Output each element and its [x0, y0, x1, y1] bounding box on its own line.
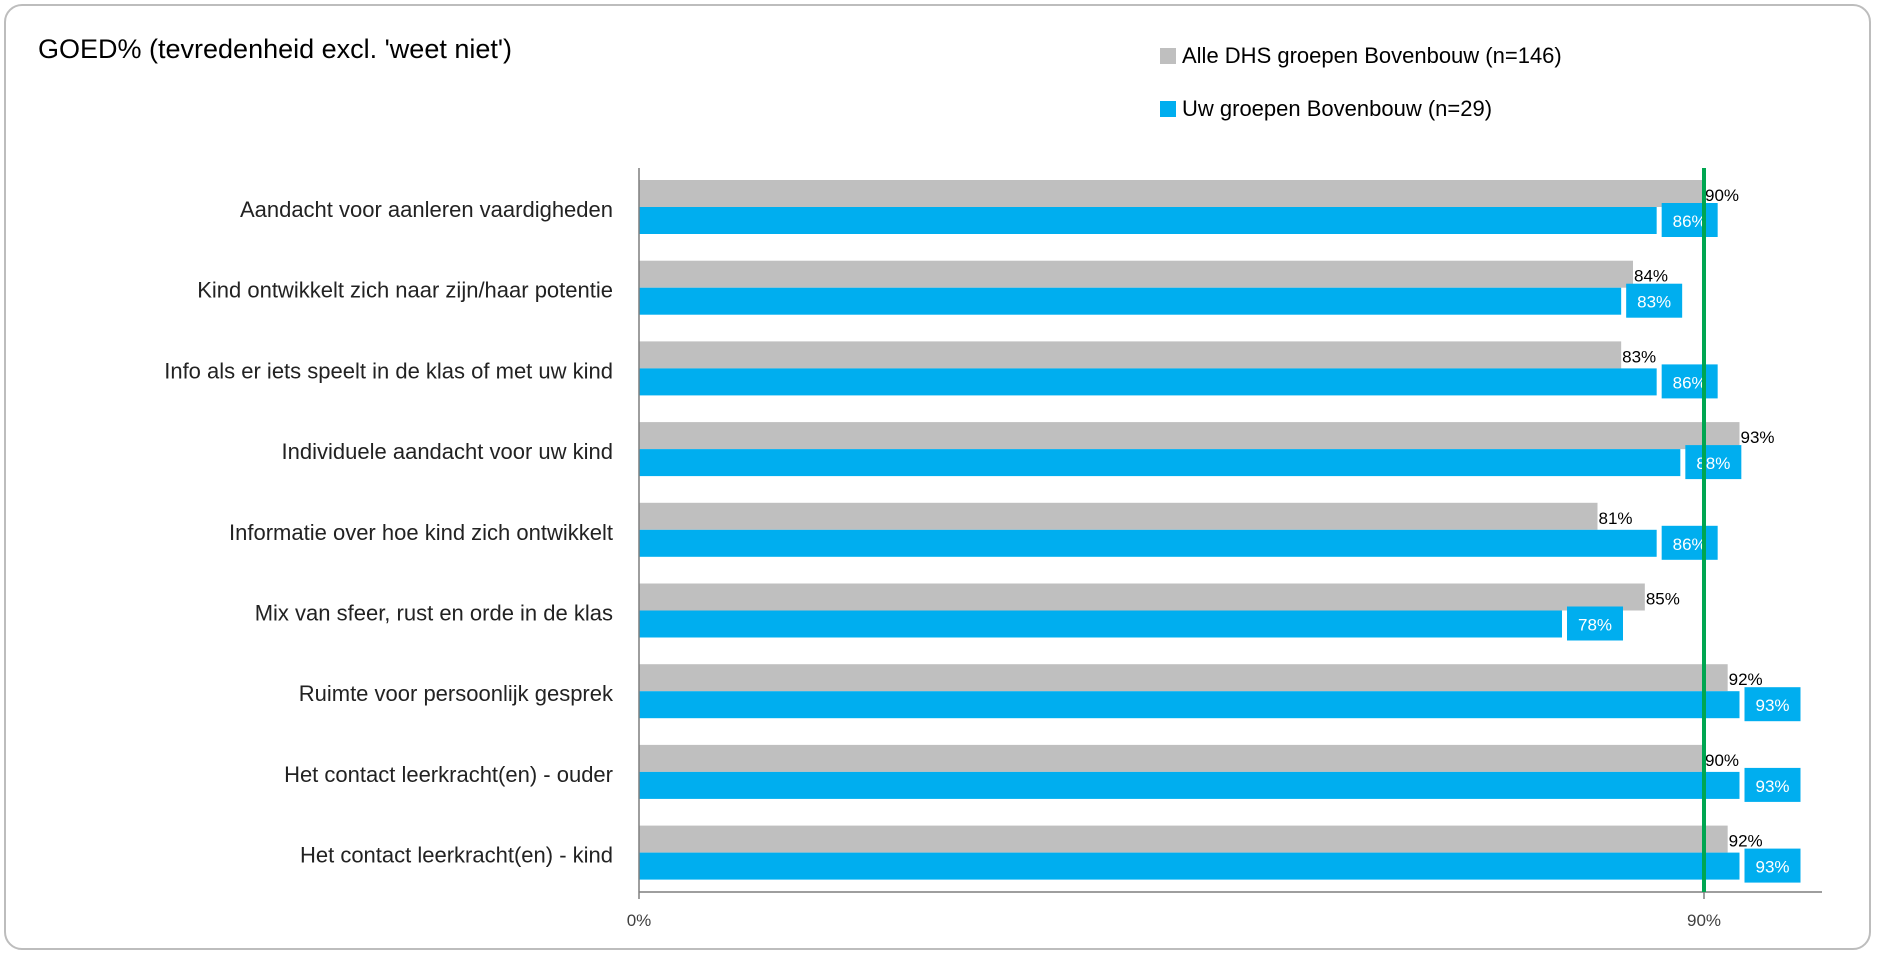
category-label-0: Aandacht voor aanleren vaardigheden: [240, 197, 613, 222]
bar-uw-groepen-5: [639, 610, 1562, 638]
bar-alle-dhs-4: [639, 502, 1598, 530]
value-label-uw-groepen-2: 86%: [1673, 373, 1707, 392]
value-label-alle-dhs-7: 90%: [1705, 751, 1739, 770]
value-label-uw-groepen-1: 83%: [1637, 293, 1671, 312]
value-label-box-uw-groepen-3: [1685, 445, 1742, 480]
legend-swatch-1: [1160, 101, 1176, 117]
bar-uw-groepen-1: [639, 287, 1622, 315]
legend: Alle DHS groepen Bovenbouw (n=146) Uw gro…: [1160, 43, 1562, 121]
bar-alle-dhs-7: [639, 744, 1704, 772]
bar-alle-dhs-3: [639, 422, 1740, 450]
value-label-uw-groepen-6: 93%: [1755, 696, 1789, 715]
value-label-uw-groepen-4: 86%: [1673, 535, 1707, 554]
category-label-7: Het contact leerkracht(en) - ouder: [284, 762, 613, 787]
category-label-1: Kind ontwikkelt zich naar zijn/haar pote…: [197, 278, 613, 303]
value-label-alle-dhs-6: 92%: [1729, 670, 1763, 689]
value-label-uw-groepen-0: 86%: [1673, 212, 1707, 231]
bar-alle-dhs-5: [639, 583, 1645, 611]
value-label-box-uw-groepen-6: [1744, 687, 1801, 722]
bar-uw-groepen-0: [639, 207, 1657, 234]
axes: 0% 90%: [627, 168, 1822, 930]
bar-alle-dhs-8: [639, 825, 1728, 853]
value-label-alle-dhs-1: 84%: [1634, 267, 1668, 286]
bar-uw-groepen-4: [639, 529, 1657, 557]
value-label-alle-dhs-5: 85%: [1646, 590, 1680, 609]
bars: 90% 86% 84% 83% 83% 86% 93% 88% 81% 86% 85% 78% 92% 9…: [639, 180, 1801, 883]
category-label-6: Ruimte voor persoonlijk gesprek: [299, 681, 614, 706]
bar-alle-dhs-2: [639, 341, 1622, 369]
chart-title: GOED% (tevredenheid excl. 'weet niet'): [38, 34, 512, 64]
value-label-uw-groepen-3: 88%: [1696, 454, 1730, 473]
x-tick-label-0: 0%: [627, 911, 652, 930]
value-label-box-uw-groepen-4: [1661, 525, 1718, 560]
bar-uw-groepen-8: [639, 852, 1740, 880]
value-label-alle-dhs-3: 93%: [1740, 428, 1774, 447]
category-label-3: Individuele aandacht voor uw kind: [282, 439, 613, 464]
bar-alle-dhs-1: [639, 260, 1633, 288]
value-label-alle-dhs-0: 90%: [1705, 186, 1739, 205]
bar-alle-dhs-6: [639, 664, 1728, 692]
value-label-alle-dhs-2: 83%: [1622, 347, 1656, 366]
value-label-uw-groepen-7: 93%: [1755, 777, 1789, 796]
value-label-alle-dhs-4: 81%: [1598, 509, 1632, 528]
legend-swatch-0: [1160, 48, 1176, 64]
legend-label-1: Uw groepen Bovenbouw (n=29): [1182, 96, 1492, 121]
value-label-box-uw-groepen-5: [1567, 606, 1623, 641]
value-label-box-uw-groepen-2: [1661, 364, 1718, 399]
bar-uw-groepen-2: [639, 368, 1657, 396]
bar-uw-groepen-3: [639, 449, 1681, 477]
category-label-4: Informatie over hoe kind zich ontwikkelt: [229, 520, 613, 545]
value-label-box-uw-groepen-1: [1626, 283, 1683, 318]
category-label-8: Het contact leerkracht(en) - kind: [300, 843, 613, 868]
bar-alle-dhs-0: [639, 180, 1704, 207]
legend-label-0: Alle DHS groepen Bovenbouw (n=146): [1182, 43, 1562, 68]
value-label-box-uw-groepen-0: [1661, 203, 1718, 237]
category-label-5: Mix van sfeer, rust en orde in de klas: [255, 601, 613, 626]
value-label-uw-groepen-5: 78%: [1578, 616, 1612, 635]
bar-uw-groepen-7: [639, 771, 1740, 799]
value-label-uw-groepen-8: 93%: [1755, 858, 1789, 877]
category-labels: Aandacht voor aanleren vaardigheden Kind …: [164, 197, 614, 868]
bar-uw-groepen-6: [639, 691, 1740, 719]
category-label-2: Info als er iets speelt in de klas of me…: [164, 358, 613, 383]
value-label-alle-dhs-8: 92%: [1729, 832, 1763, 851]
x-tick-label-1: 90%: [1687, 911, 1721, 930]
value-label-box-uw-groepen-7: [1744, 767, 1801, 802]
value-label-box-uw-groepen-8: [1744, 848, 1801, 883]
